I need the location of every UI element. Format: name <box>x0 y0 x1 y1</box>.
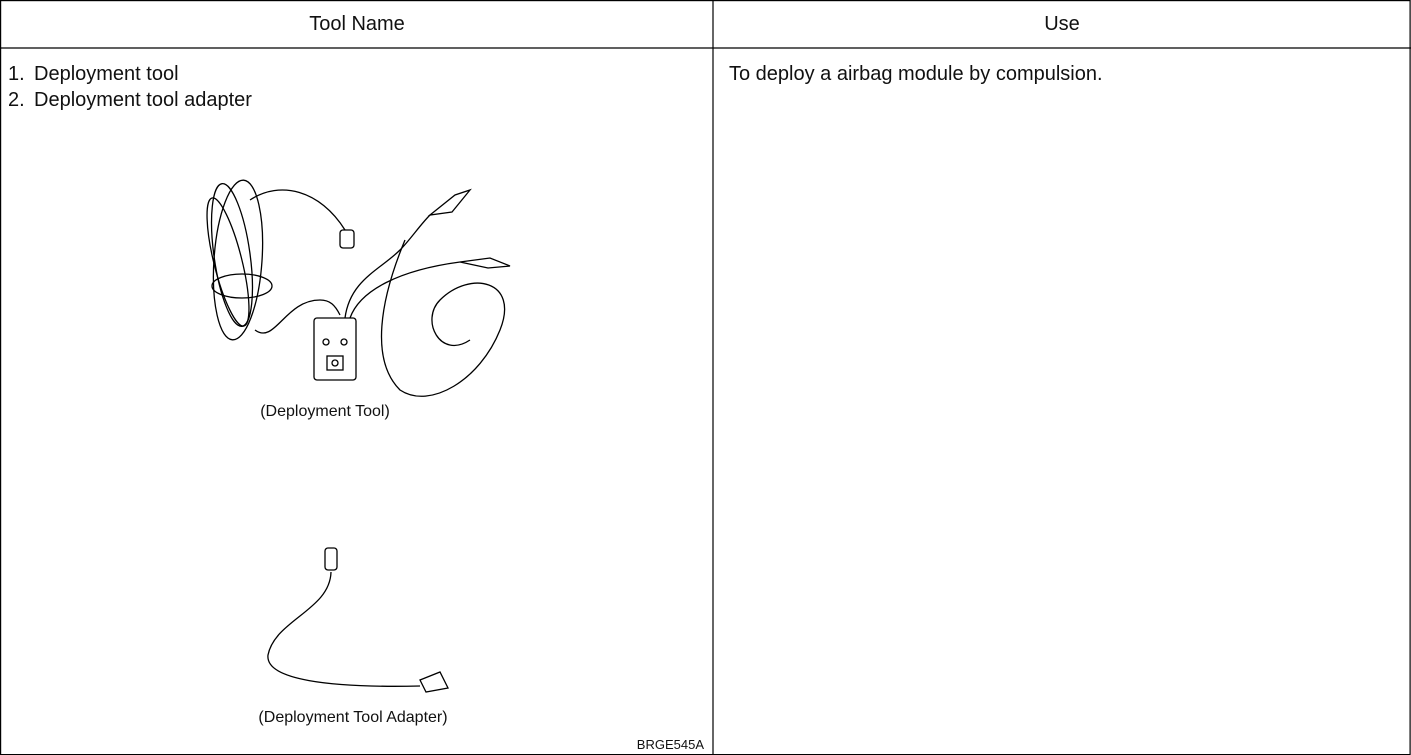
list-item: Deployment tool <box>34 63 179 85</box>
use-text: To deploy a airbag module by compulsion. <box>729 63 1103 85</box>
deployment-tool-illustration <box>206 179 511 397</box>
list-number: 1. <box>8 63 25 85</box>
adapter-illustration <box>267 547 449 693</box>
list-item: Deployment tool adapter <box>34 89 252 111</box>
header-cell: Use <box>1044 13 1080 35</box>
list-number: 2. <box>8 89 25 111</box>
figure-caption: (Deployment Tool) <box>260 403 390 420</box>
header-cell: Tool Name <box>309 13 405 35</box>
figure-caption: (Deployment Tool Adapter) <box>258 709 448 726</box>
figure-code: BRGE545A <box>636 737 704 752</box>
